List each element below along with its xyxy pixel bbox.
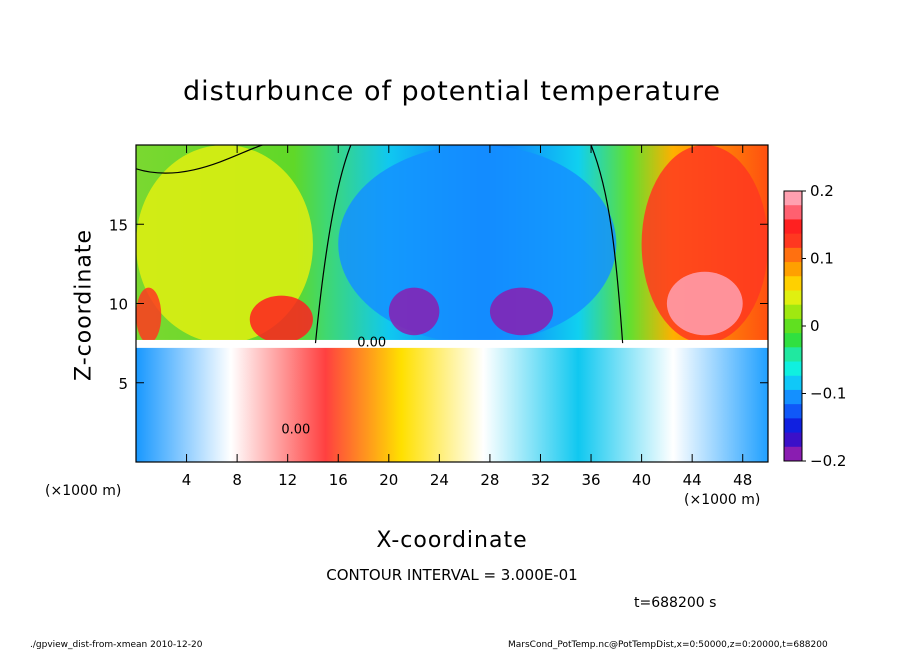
y-tick-label: 5 (118, 375, 128, 393)
colorbar-swatch (784, 375, 802, 391)
field-region-7 (666, 271, 743, 336)
colorbar-swatch (784, 247, 802, 263)
zero-contour-left (314, 145, 352, 344)
colorbar-swatch (784, 432, 802, 448)
colorbar-swatch (784, 276, 802, 291)
colorbar-swatch (784, 446, 802, 462)
x-tick-label: 48 (733, 471, 752, 489)
colorbar-swatch (784, 191, 802, 206)
field-region-0 (136, 145, 313, 344)
x-axis-label: X-coordinate (376, 528, 528, 553)
colorbar-swatch (784, 347, 802, 363)
boundary-band (136, 339, 768, 348)
colorbar-swatch (784, 404, 802, 419)
x-tick-label: 40 (632, 471, 651, 489)
x-tick-label: 12 (278, 471, 297, 489)
colorbar-swatch (784, 233, 802, 249)
x-tick-label: 28 (480, 471, 499, 489)
x-tick-label: 20 (379, 471, 398, 489)
colorbar-tick-label: 0.1 (810, 250, 834, 268)
lower-field (136, 343, 768, 462)
field-region-5 (489, 287, 554, 336)
contour-label: 0.00 (357, 335, 386, 350)
colorbar-swatch (784, 205, 802, 220)
colorbar-swatch (784, 418, 802, 434)
x-tick-label: 24 (430, 471, 449, 489)
x-tick-label: 32 (531, 471, 550, 489)
footer-right: MarsCond_PotTemp.nc@PotTempDist,x=0:5000… (508, 640, 828, 650)
colorbar-swatch (784, 361, 802, 377)
colorbar-swatch (784, 304, 802, 320)
x-tick-label: 8 (232, 471, 242, 489)
x-unit-left: (×1000 m) (45, 483, 122, 499)
x-tick-label: 4 (182, 471, 192, 489)
field-region-4 (388, 287, 440, 336)
colorbar-tick-label: 0.2 (810, 182, 834, 200)
field-region-3 (338, 145, 617, 344)
y-tick-label: 15 (109, 216, 128, 234)
colorbar-swatch (784, 219, 802, 235)
footer-left: ./gpview_dist-from-xmean 2010-12-20 (30, 640, 203, 650)
zero-contour-right (590, 145, 624, 344)
x-unit-right: (×1000 m) (684, 492, 761, 508)
colorbar-tick-label: −0.2 (810, 452, 846, 470)
time-text: t=688200 s (634, 595, 717, 611)
x-tick-label: 16 (329, 471, 348, 489)
x-tick-label: 44 (683, 471, 702, 489)
x-tick-label: 36 (581, 471, 600, 489)
colorbar-tick-label: 0 (810, 317, 820, 335)
colorbar-swatch (784, 333, 802, 348)
y-tick-label: 10 (109, 296, 128, 314)
contour-interval-text: CONTOUR INTERVAL = 3.000E-01 (326, 566, 578, 584)
field-region-1 (249, 295, 313, 344)
colorbar-swatch (784, 389, 802, 405)
colorbar-swatch (784, 318, 802, 334)
contour-label: 0.00 (281, 422, 310, 437)
chart-title: disturbunce of potential temperature (183, 76, 721, 107)
colorbar-swatch (784, 290, 802, 306)
field-region-2 (136, 287, 162, 344)
colorbar-swatch (784, 262, 802, 277)
colorbar-tick-label: −0.1 (810, 385, 846, 403)
zero-contour-top (136, 145, 263, 174)
